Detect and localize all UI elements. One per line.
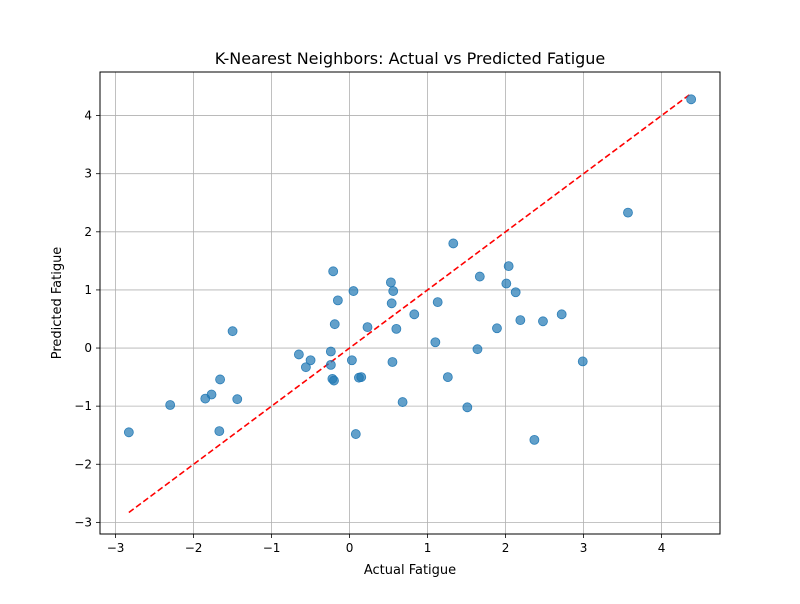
- y-tick-label: 4: [84, 109, 92, 123]
- data-point: [409, 309, 420, 320]
- y-tick-label: −1: [74, 399, 92, 413]
- x-tick-label: −3: [107, 541, 125, 555]
- data-point: [332, 295, 343, 306]
- data-point: [430, 337, 441, 348]
- y-tick-label: −3: [74, 515, 92, 529]
- data-point: [472, 344, 483, 355]
- x-tick-label: 1: [424, 541, 432, 555]
- data-point: [577, 356, 588, 367]
- data-point: [510, 287, 521, 298]
- data-point: [362, 322, 373, 333]
- grid-lines: [100, 72, 720, 534]
- data-point: [300, 362, 311, 373]
- data-point: [293, 349, 304, 360]
- data-point: [305, 355, 316, 366]
- data-point: [329, 319, 340, 330]
- x-tick-label: −2: [185, 541, 203, 555]
- x-axis-label: Actual Fatigue: [364, 563, 456, 578]
- data-point: [492, 323, 502, 334]
- data-point: [391, 323, 402, 334]
- data-point: [206, 389, 217, 400]
- data-point: [328, 266, 339, 277]
- data-point: [325, 346, 336, 357]
- x-tick-label: 2: [502, 541, 510, 555]
- data-point: [501, 278, 512, 289]
- data-point: [515, 315, 526, 326]
- y-tick-label: 3: [84, 167, 92, 181]
- data-point: [227, 326, 238, 337]
- data-point: [329, 375, 339, 386]
- data-point: [356, 372, 367, 382]
- data-point: [538, 316, 548, 327]
- data-point: [462, 402, 473, 413]
- data-point: [529, 434, 540, 445]
- data-point: [385, 277, 396, 288]
- y-axis-label: Predicted Fatigue: [50, 247, 65, 360]
- data-point: [350, 429, 361, 439]
- data-point: [165, 400, 176, 410]
- x-axis-ticks: −3 −2 −1 0 1 2 3 4: [107, 534, 666, 555]
- data-point: [123, 427, 134, 438]
- data-point: [397, 397, 408, 407]
- data-point: [325, 359, 336, 370]
- data-point: [432, 297, 443, 308]
- x-tick-label: 3: [580, 541, 588, 555]
- x-tick-label: 4: [658, 541, 666, 555]
- data-point: [686, 94, 697, 105]
- data-point: [388, 286, 399, 296]
- chart-title: K-Nearest Neighbors: Actual vs Predicted…: [215, 49, 606, 68]
- data-point: [448, 238, 459, 249]
- data-point: [623, 207, 633, 218]
- data-point: [474, 271, 485, 282]
- y-tick-label: −2: [74, 457, 92, 471]
- data-point: [556, 309, 567, 320]
- data-point: [503, 261, 514, 271]
- x-tick-label: 0: [346, 541, 354, 555]
- y-tick-label: 2: [84, 225, 92, 239]
- plot-frame: [99, 71, 721, 535]
- data-point: [348, 286, 359, 296]
- data-point: [215, 374, 226, 385]
- data-point: [346, 355, 357, 366]
- data-point: [442, 372, 453, 382]
- data-points: [123, 94, 697, 445]
- x-tick-label: −1: [263, 541, 281, 555]
- y-tick-label: 0: [84, 341, 92, 355]
- data-point: [386, 298, 397, 309]
- data-point: [232, 394, 243, 405]
- y-tick-label: 1: [84, 283, 92, 297]
- y-axis-ticks: −3 −2 −1 0 1 2 3 4: [74, 109, 100, 529]
- data-point: [387, 357, 398, 367]
- data-point: [214, 426, 225, 437]
